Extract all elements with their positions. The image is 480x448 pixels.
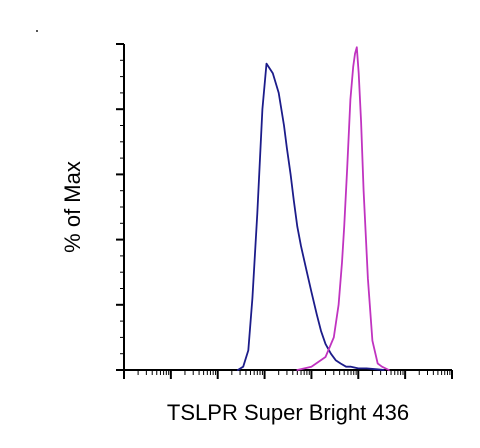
histogram-series-2	[296, 46, 390, 371]
axes	[116, 43, 453, 379]
series-group	[236, 46, 390, 371]
y-axis-ticks	[116, 43, 124, 371]
y-axis-label: % of Max	[60, 161, 85, 253]
corner-speck	[36, 30, 38, 32]
x-axis-ticks	[123, 370, 453, 379]
histogram-series-1	[236, 62, 385, 371]
x-axis-label: TSLPR Super Bright 436	[167, 400, 409, 425]
